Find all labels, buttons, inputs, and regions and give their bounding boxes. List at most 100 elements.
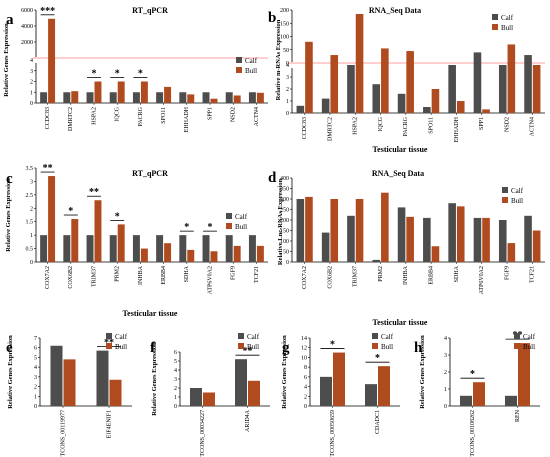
x-tick-label: HSPA2 (91, 107, 97, 125)
bar (187, 94, 195, 103)
y-tick-label: 200 (280, 8, 289, 14)
x-tick-label: SPP1 (479, 117, 485, 130)
bar (256, 92, 264, 103)
panel-c: c RT_qPCR Relative Genes Expression Testicu… (5, 163, 268, 318)
bar (355, 13, 364, 114)
panel-letter: g (282, 340, 290, 356)
bar (40, 92, 48, 103)
x-tick-label: EHHADH (454, 116, 460, 142)
y-tick-label: 250 (280, 208, 289, 214)
x-tick-label: SDHA (454, 265, 460, 282)
y-axis-label: Relative Genes Expression (7, 335, 14, 409)
significance-mark: ** (89, 187, 99, 198)
bar (233, 245, 241, 262)
significance-mark: * (375, 353, 380, 364)
y-tick-label: 300 (280, 197, 289, 203)
bar (296, 105, 305, 113)
panel-letter: f (150, 340, 156, 356)
bar (406, 216, 414, 262)
y-tick-label: 150 (280, 21, 289, 27)
y-tick-label: 6 (174, 350, 177, 356)
panel-letter: e (6, 340, 13, 356)
chart-title: RNA_Seq Data (369, 6, 421, 15)
y-tick-label: 400 (280, 176, 289, 182)
y-tick-label: 0.5 (26, 247, 34, 253)
y-axis-label: Relative Genes Expression (151, 342, 158, 416)
x-tick-label: DMRTC2 (68, 107, 74, 131)
legend-label: Calf (245, 57, 258, 65)
bar (381, 192, 389, 262)
bar (473, 382, 485, 406)
y-tick-label: 6 (304, 375, 307, 381)
legend-swatch (238, 343, 244, 349)
legend-swatch (514, 333, 520, 339)
bar (117, 224, 125, 262)
panel-letter: a (6, 12, 14, 28)
x-tick-label: NSD2 (231, 107, 237, 122)
bar (94, 81, 102, 103)
bar (372, 84, 381, 113)
panel-letter: d (268, 170, 277, 186)
bar (333, 352, 345, 406)
x-tick-label: INHBA (403, 265, 409, 285)
y-tick-label: 2000 (21, 40, 33, 46)
y-tick-label: 4000 (21, 24, 33, 30)
y-tick-label: 4 (304, 385, 307, 391)
x-tick-label: ACTN4 (254, 107, 260, 126)
bar (202, 92, 210, 103)
legend-label: Calf (501, 14, 514, 22)
bar (397, 207, 406, 262)
x-tick-label: TCONS_00108262 (470, 410, 476, 457)
x-tick-label: SPP1 (207, 107, 213, 120)
legend-swatch (492, 24, 498, 30)
bar (397, 93, 406, 113)
legend-swatch (492, 14, 498, 20)
bar (330, 199, 339, 262)
y-tick-label: 5 (174, 359, 177, 365)
x-tick-label: COX7A2 (45, 266, 51, 289)
y-tick-label: 2 (174, 386, 177, 392)
bar (132, 235, 140, 262)
y-tick-label: 100 (280, 35, 289, 41)
bar (406, 51, 414, 113)
x-tick-label: IQCG (378, 116, 384, 131)
y-tick-label: 4 (444, 336, 447, 342)
x-tick-label: IQCG (115, 106, 121, 121)
bar (109, 92, 117, 103)
x-tick-label: COX6B2 (68, 266, 74, 289)
significance-mark: * (92, 69, 97, 80)
x-tick-label: PACRG (403, 116, 409, 136)
bar (140, 81, 148, 103)
x-axis-label: Testicular tissue (123, 309, 178, 318)
x-tick-label: SPO11 (161, 107, 167, 124)
y-tick-label: 6000 (21, 8, 33, 14)
x-tick-label: ERBB4 (161, 266, 167, 285)
bar (179, 92, 187, 103)
bar (365, 384, 377, 406)
bar (140, 248, 148, 262)
x-tick-label: ARID4A (245, 409, 251, 432)
significance-mark: * (184, 222, 189, 233)
bar (518, 343, 530, 406)
y-axis-label: Relative m-RNAs Expression (275, 19, 282, 100)
bar (132, 92, 140, 103)
legend-label: Bull (247, 343, 259, 351)
panel-letter: h (414, 340, 423, 356)
bar (71, 219, 79, 262)
y-axis-label: Relative Genes Expression (5, 178, 12, 252)
legend-swatch (236, 67, 242, 73)
bar (381, 48, 389, 113)
chart-title: RNA_Seq Data (372, 169, 424, 178)
x-tick-label: EHHADH (184, 106, 190, 132)
y-tick-label: 2 (286, 87, 289, 93)
bar (117, 81, 125, 103)
y-tick-label: 1.5 (26, 220, 34, 226)
bar (423, 107, 431, 113)
bar (320, 376, 332, 406)
bar (321, 98, 330, 113)
y-tick-label: 1 (30, 90, 33, 96)
y-tick-label: 0 (286, 61, 289, 67)
